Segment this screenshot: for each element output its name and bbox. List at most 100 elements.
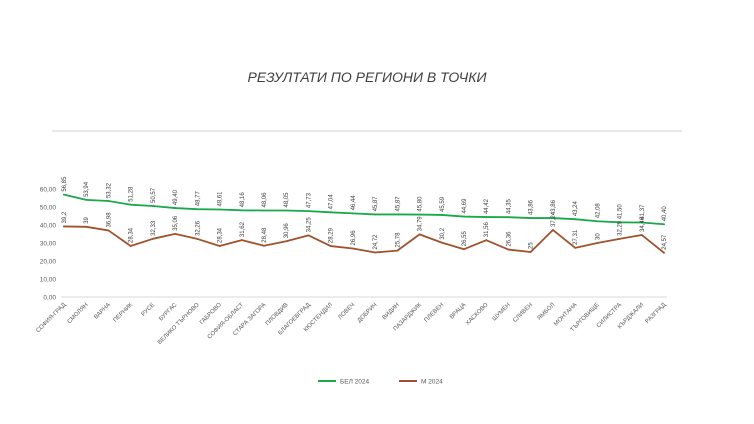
data-point — [596, 242, 599, 244]
data-label: 26,55 — [462, 231, 468, 247]
data-point — [618, 221, 621, 224]
data-label: 46,44 — [351, 195, 357, 211]
series-line-1 — [63, 193, 665, 226]
data-point — [374, 213, 377, 216]
data-point — [440, 241, 443, 244]
data-label: 27,31 — [573, 229, 579, 245]
data-point — [374, 251, 377, 254]
data-label: 25 — [529, 242, 535, 249]
data-label: 35,06 — [173, 215, 179, 231]
data-label: 28,34 — [129, 227, 135, 243]
data-label: 47,04 — [329, 194, 335, 210]
y-tick-label: 10,00 — [40, 276, 57, 283]
data-point — [263, 244, 265, 247]
data-label: 43,86 — [529, 199, 535, 215]
data-label: 31,62 — [240, 221, 246, 237]
data-point — [129, 245, 132, 247]
data-label: 28,29 — [329, 227, 335, 243]
data-label: 43,86 — [551, 199, 557, 215]
data-label: 42,08 — [595, 203, 601, 219]
data-label: 48,05 — [284, 192, 290, 208]
data-label: 30,2 — [440, 227, 446, 239]
data-point — [529, 251, 532, 253]
data-point — [507, 216, 510, 219]
data-label: 50,57 — [151, 187, 157, 203]
y-tick-label: 50,00 — [40, 204, 57, 211]
data-label: 24,57 — [662, 234, 668, 250]
data-point — [240, 239, 243, 241]
data-label: 49,40 — [173, 189, 179, 205]
data-label: 30 — [595, 233, 601, 240]
data-point — [174, 232, 177, 235]
data-label: 53,32 — [106, 182, 112, 198]
data-label: 48,16 — [240, 192, 246, 208]
data-label: 31,56 — [484, 222, 490, 238]
data-label: 44,35 — [506, 198, 512, 214]
data-point — [329, 245, 332, 247]
data-label: 47,73 — [306, 192, 312, 208]
data-label: 32,29 — [618, 220, 624, 236]
data-point — [218, 245, 221, 247]
data-point — [507, 248, 510, 251]
data-label: 45,87 — [373, 196, 379, 212]
legend-label: М 2024 — [421, 378, 443, 385]
y-axis: 0,00 10,00 20,00 30,00 40,00 50,00 60,00 — [40, 186, 57, 301]
data-label: 34,25 — [306, 217, 312, 233]
data-point — [240, 209, 243, 212]
data-point — [463, 248, 465, 251]
data-labels-layer: 56,85 53,94 53,32 51,28 50,57 49,40 48,77 48,61… — [62, 176, 668, 250]
data-point — [485, 239, 488, 242]
data-label: 24,72 — [373, 234, 379, 250]
data-point — [640, 221, 643, 224]
y-tick-label: 40,00 — [40, 222, 57, 229]
legend: БЕЛ 2024 М 2024 — [318, 378, 443, 385]
data-point — [151, 237, 154, 240]
data-point — [418, 213, 421, 216]
y-tick-label: 20,00 — [40, 258, 57, 265]
data-label: 45,59 — [440, 196, 446, 212]
data-point — [263, 209, 265, 212]
data-point — [574, 246, 577, 249]
y-tick-label: 60,00 — [40, 186, 57, 193]
data-label: 32,26 — [195, 220, 201, 236]
data-point — [618, 237, 621, 240]
data-point — [151, 205, 154, 207]
data-point — [663, 223, 665, 226]
y-tick-label: 0,00 — [43, 294, 56, 301]
data-label: 51,28 — [129, 186, 135, 202]
data-point — [485, 216, 488, 218]
data-point — [63, 225, 65, 228]
data-point — [85, 199, 88, 201]
data-point — [551, 229, 554, 231]
data-label: 39,2 — [62, 211, 68, 223]
data-point — [85, 225, 88, 228]
data-label: 44,42 — [484, 198, 490, 214]
data-point — [129, 203, 132, 206]
data-point — [574, 218, 577, 221]
data-point — [307, 234, 310, 237]
data-point — [551, 217, 554, 219]
data-point — [329, 211, 332, 214]
data-point — [196, 238, 199, 240]
data-point — [396, 249, 399, 252]
legend-label: БЕЛ 2024 — [340, 378, 370, 385]
data-point — [351, 247, 354, 250]
data-label: 45,80 — [418, 196, 424, 212]
data-label: 56,85 — [62, 176, 68, 192]
data-label: 37,24 — [551, 211, 557, 227]
data-label: 34,46 — [640, 216, 646, 232]
data-label: 30,96 — [284, 223, 290, 239]
data-point — [640, 234, 643, 236]
y-tick-label: 30,00 — [40, 240, 57, 247]
data-label: 39 — [84, 216, 90, 223]
data-point — [285, 209, 288, 212]
data-point — [196, 208, 199, 211]
data-label: 45,87 — [395, 196, 401, 212]
data-label: 44,69 — [462, 198, 468, 214]
series-layer — [63, 193, 665, 254]
data-point — [529, 217, 532, 219]
data-point — [107, 200, 110, 202]
data-label: 53,94 — [84, 181, 90, 197]
